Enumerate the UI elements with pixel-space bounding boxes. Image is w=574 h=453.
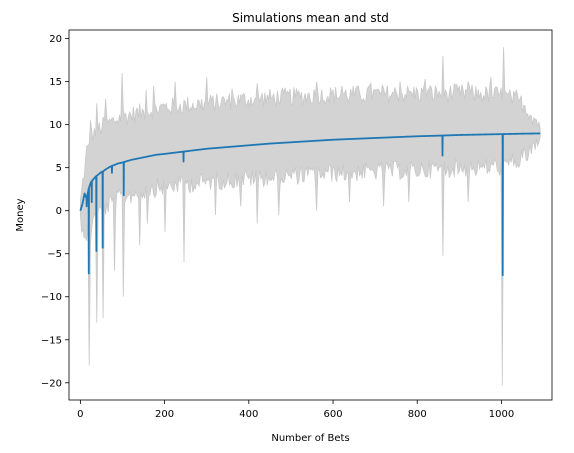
mean-series-line <box>79 132 541 277</box>
y-tick-label: −20 <box>41 378 62 389</box>
x-tick-label: 400 <box>239 409 258 420</box>
y-tick-label: −10 <box>41 292 62 303</box>
y-tick-label: −5 <box>47 249 62 260</box>
y-tick-label: 15 <box>49 77 62 88</box>
x-tick-label: 1000 <box>489 409 514 420</box>
std-band <box>80 47 541 386</box>
plot-frame <box>68 29 553 401</box>
chart-title: Simulations mean and std <box>232 11 389 25</box>
y-tick-label: −15 <box>41 335 62 346</box>
x-axis: 0 200 400 600 800 1000 <box>77 400 514 420</box>
x-tick-label: 200 <box>155 409 174 420</box>
y-axis: −20 −15 −10 −5 0 5 10 15 20 <box>41 34 69 389</box>
std-band-layer <box>80 47 541 386</box>
y-tick-label: 5 <box>56 163 62 174</box>
mean-line-layer <box>79 132 541 277</box>
y-axis-label: Money <box>15 198 26 231</box>
x-axis-label: Number of Bets <box>271 433 349 444</box>
x-tick-label: 0 <box>77 409 83 420</box>
y-tick-label: 20 <box>49 34 62 45</box>
y-tick-label: 0 <box>56 206 62 217</box>
x-tick-label: 800 <box>408 409 427 420</box>
x-tick-label: 600 <box>323 409 342 420</box>
y-tick-label: 10 <box>49 120 62 131</box>
